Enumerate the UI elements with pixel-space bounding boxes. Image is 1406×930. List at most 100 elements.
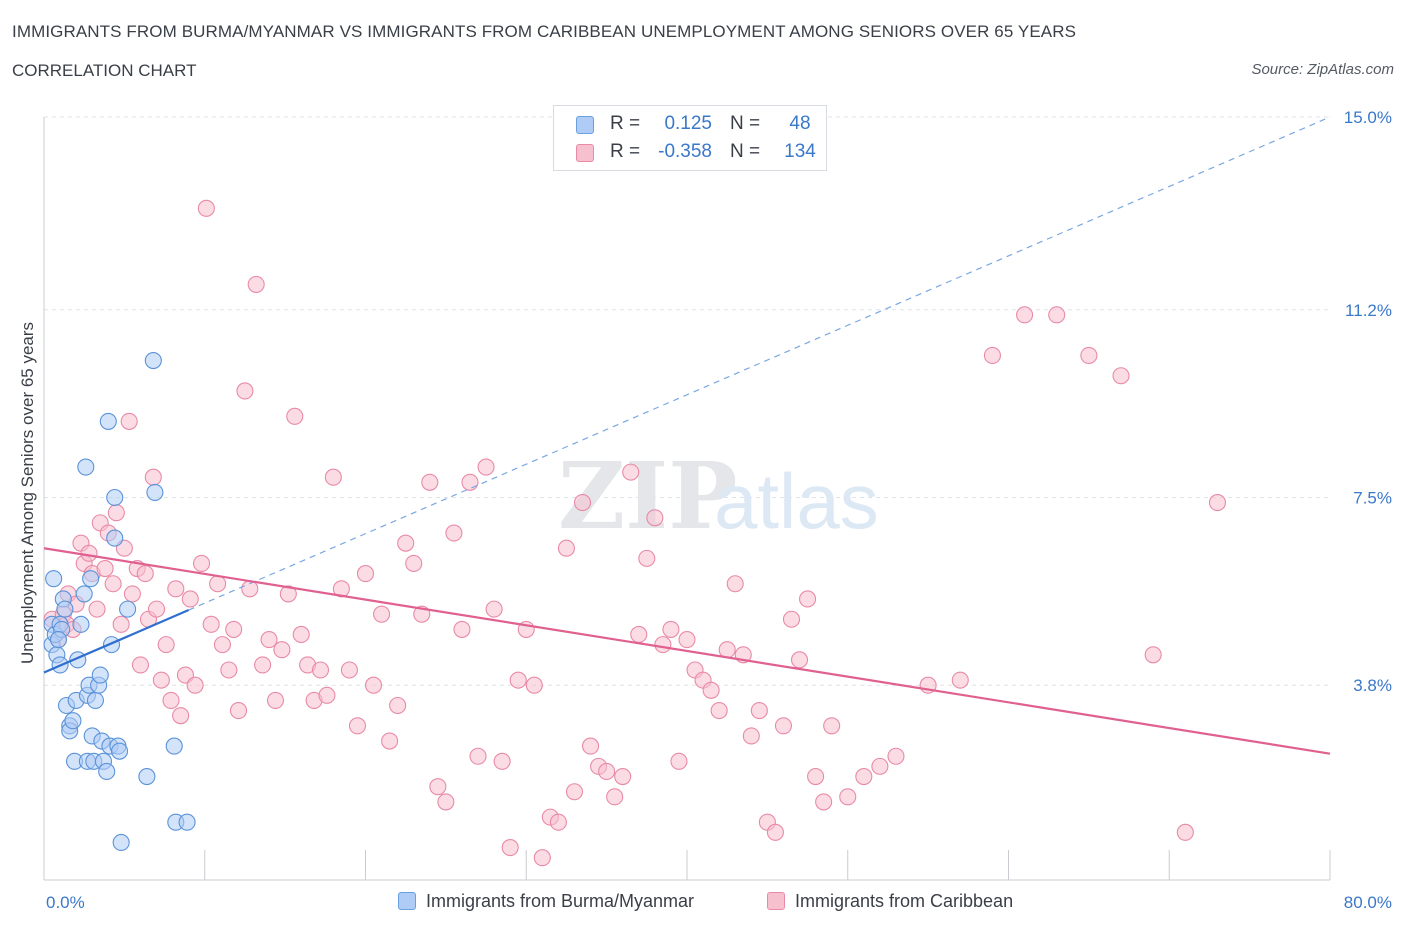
caribbean-point bbox=[614, 767, 632, 786]
series-burma-points bbox=[43, 351, 196, 852]
burma-point bbox=[86, 691, 104, 709]
caribbean-point bbox=[88, 600, 106, 618]
caribbean-point bbox=[855, 767, 873, 786]
caribbean-point bbox=[236, 382, 254, 400]
caribbean-point bbox=[815, 793, 833, 811]
caribbean-point bbox=[565, 783, 584, 801]
caribbean-point bbox=[202, 615, 220, 633]
caribbean-point bbox=[774, 717, 793, 735]
source-label: Source: ZipAtlas.com bbox=[1251, 61, 1394, 78]
caribbean-point bbox=[389, 696, 407, 715]
caribbean-point bbox=[260, 631, 278, 649]
burma-point bbox=[138, 767, 156, 786]
caribbean-point bbox=[286, 407, 304, 425]
axes bbox=[43, 117, 1331, 881]
burma-point bbox=[77, 458, 95, 476]
burma-point bbox=[91, 666, 109, 684]
legend-label-burma: Immigrants from Burma/Myanmar bbox=[426, 890, 695, 911]
caribbean-point bbox=[340, 661, 358, 679]
burma-point bbox=[56, 600, 74, 618]
n-value: 134 bbox=[784, 141, 816, 162]
burma-point bbox=[49, 631, 68, 649]
chart-title: IMMIGRANTS FROM BURMA/MYANMAR VS IMMIGRA… bbox=[12, 22, 1077, 41]
caribbean-point bbox=[638, 549, 656, 567]
trend-lines bbox=[43, 116, 1331, 755]
caribbean-point bbox=[311, 661, 330, 679]
caribbean-point bbox=[662, 620, 680, 638]
caribbean-point bbox=[622, 463, 640, 481]
stats-legend: R = 0.125 N = 48 R = -0.358 N = 134 bbox=[553, 105, 827, 171]
legend-item-burma[interactable]: Immigrants from Burma/Myanmar bbox=[398, 886, 694, 916]
caribbean-point bbox=[823, 717, 841, 735]
caribbean-point bbox=[220, 661, 238, 679]
caribbean-point bbox=[324, 468, 342, 486]
chart-subtitle: CORRELATION CHART bbox=[12, 61, 197, 80]
caribbean-point bbox=[181, 590, 199, 608]
caribbean-point bbox=[147, 600, 166, 618]
burma-point bbox=[112, 833, 130, 852]
caribbean-point bbox=[461, 473, 479, 491]
caribbean-point bbox=[318, 686, 336, 704]
burma-point bbox=[106, 529, 124, 547]
legend-swatch-burma bbox=[398, 892, 416, 910]
caribbean-point bbox=[348, 717, 367, 735]
caribbean-point bbox=[477, 458, 495, 476]
caribbean-point bbox=[469, 747, 487, 765]
caribbean-point bbox=[197, 199, 215, 217]
burma-point bbox=[146, 483, 164, 501]
burma-point bbox=[99, 412, 117, 430]
r-value: -0.358 bbox=[658, 141, 712, 162]
caribbean-point bbox=[766, 823, 784, 841]
caribbean-point bbox=[172, 707, 190, 725]
caribbean-point bbox=[254, 656, 272, 674]
burma-point bbox=[98, 762, 116, 781]
caribbean-point bbox=[80, 544, 98, 562]
caribbean-point bbox=[381, 732, 399, 750]
series-caribbean-points bbox=[43, 199, 1227, 867]
caribbean-point bbox=[273, 641, 291, 659]
burma-point bbox=[72, 615, 90, 633]
caribbean-point bbox=[807, 767, 825, 786]
burma-point bbox=[111, 742, 129, 760]
caribbean-point bbox=[213, 636, 231, 654]
caribbean-point bbox=[839, 788, 857, 806]
caribbean-point bbox=[266, 691, 285, 709]
burma-point bbox=[178, 813, 196, 831]
burma-point bbox=[45, 570, 63, 588]
grid-lines bbox=[44, 116, 1330, 686]
caribbean-point bbox=[373, 605, 391, 623]
caribbean-point bbox=[750, 702, 768, 720]
caribbean-point bbox=[437, 793, 455, 811]
caribbean-point bbox=[983, 346, 1001, 364]
stats-swatch-burma bbox=[576, 116, 594, 134]
caribbean-point bbox=[493, 752, 511, 770]
burma-point bbox=[82, 570, 100, 588]
stats-row-caribbean: R = -0.358 N = 134 bbox=[554, 139, 826, 167]
caribbean-point bbox=[107, 504, 125, 522]
caribbean-point bbox=[598, 762, 616, 781]
caribbean-point bbox=[157, 636, 175, 654]
caribbean-point bbox=[726, 575, 744, 593]
caribbean-point bbox=[501, 839, 519, 857]
caribbean-point bbox=[186, 676, 204, 694]
y-tick-label: 15.0% bbox=[1344, 108, 1392, 127]
caribbean-point bbox=[225, 620, 243, 638]
n-value: 48 bbox=[789, 113, 811, 134]
y-tick-label: 3.8% bbox=[1353, 676, 1392, 695]
caribbean-point bbox=[951, 671, 969, 689]
legend-label-caribbean: Immigrants from Caribbean bbox=[795, 890, 1014, 911]
burma-point bbox=[64, 712, 82, 730]
legend-item-caribbean[interactable]: Immigrants from Caribbean bbox=[767, 886, 1013, 916]
burma-point bbox=[106, 488, 124, 507]
caribbean-point bbox=[445, 524, 463, 542]
caribbean-point bbox=[1208, 494, 1227, 512]
caribbean-point bbox=[654, 636, 672, 654]
caribbean-point bbox=[397, 534, 415, 552]
caribbean-point bbox=[1080, 346, 1098, 364]
caribbean-point bbox=[152, 671, 170, 689]
caribbean-point bbox=[1176, 823, 1194, 841]
caribbean-point bbox=[120, 412, 138, 430]
burma-point bbox=[75, 585, 93, 603]
caribbean-point bbox=[710, 702, 728, 720]
